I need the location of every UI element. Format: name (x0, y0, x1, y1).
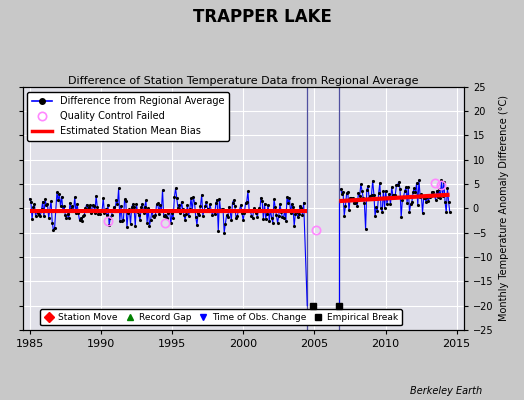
Text: TRAPPER LAKE: TRAPPER LAKE (192, 8, 332, 26)
Legend: Station Move, Record Gap, Time of Obs. Change, Empirical Break: Station Move, Record Gap, Time of Obs. C… (40, 309, 402, 326)
Y-axis label: Monthly Temperature Anomaly Difference (°C): Monthly Temperature Anomaly Difference (… (499, 95, 509, 321)
Text: Berkeley Earth: Berkeley Earth (410, 386, 482, 396)
Title: Difference of Station Temperature Data from Regional Average: Difference of Station Temperature Data f… (68, 76, 419, 86)
